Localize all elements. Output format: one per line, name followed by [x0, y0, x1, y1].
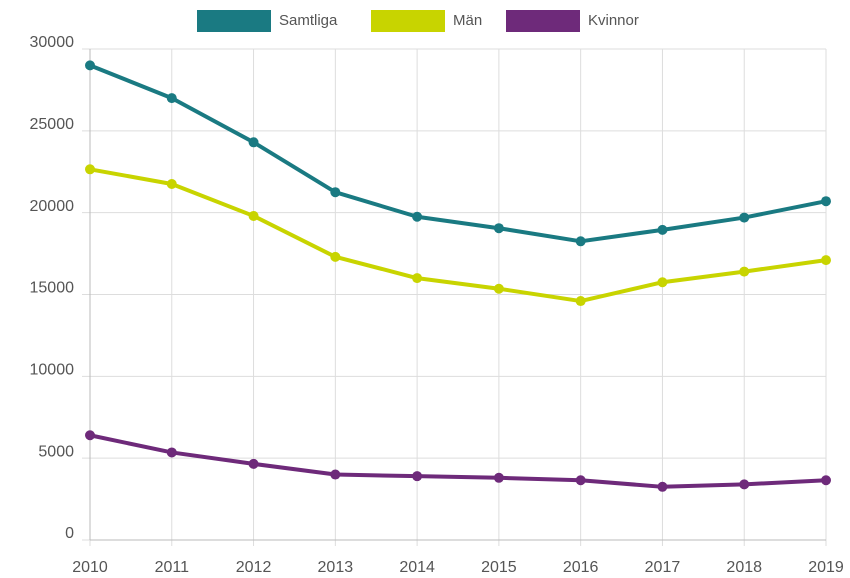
line-series	[89, 63, 827, 244]
x-tick-label: 2015	[481, 559, 517, 576]
y-tick-label: 25000	[30, 116, 75, 133]
x-tick-label: 2011	[155, 559, 190, 576]
data-point	[166, 447, 177, 458]
x-tick-label: 2019	[808, 559, 844, 576]
y-tick-label: 20000	[30, 198, 75, 215]
x-tick-label: 2010	[72, 559, 108, 576]
data-point	[166, 179, 177, 190]
data-point	[739, 212, 750, 223]
data-point	[821, 255, 831, 266]
legend-swatch	[197, 10, 271, 32]
data-point	[493, 283, 504, 294]
legend-label: Samtliga	[279, 12, 338, 29]
data-point	[412, 211, 423, 222]
y-tick-label: 10000	[30, 362, 75, 379]
y-tick-label: 15000	[30, 280, 75, 297]
data-point	[821, 475, 831, 486]
line-series	[89, 167, 827, 304]
y-tick-label: 30000	[30, 34, 75, 51]
data-point	[657, 277, 668, 288]
y-tick-label: 5000	[38, 443, 74, 460]
data-point	[248, 210, 259, 221]
data-point	[166, 93, 177, 104]
data-point	[739, 479, 750, 490]
legend-swatch	[371, 10, 445, 32]
legend-label: Män	[453, 12, 482, 29]
data-point	[575, 296, 586, 307]
data-point	[657, 481, 668, 492]
data-point	[248, 137, 259, 148]
data-point	[330, 469, 341, 480]
data-point	[739, 266, 750, 277]
data-point	[248, 458, 259, 469]
x-tick-label: 2017	[645, 559, 681, 576]
legend-swatch	[506, 10, 580, 32]
x-tick-label: 2018	[726, 559, 762, 576]
legend-label: Kvinnor	[588, 12, 639, 29]
data-point	[575, 475, 586, 486]
data-point	[330, 251, 341, 262]
x-tick-label: 2014	[399, 559, 435, 576]
data-point	[575, 236, 586, 247]
data-point	[85, 164, 95, 175]
data-point	[412, 273, 423, 284]
data-point	[657, 224, 668, 235]
x-tick-label: 2016	[563, 559, 599, 576]
data-point	[493, 223, 504, 234]
line-series	[89, 433, 827, 489]
x-tick-label: 2013	[318, 559, 354, 576]
data-point	[493, 472, 504, 483]
data-point	[821, 196, 831, 207]
data-point	[85, 430, 95, 441]
data-point	[412, 471, 423, 482]
data-point	[330, 187, 341, 198]
y-tick-label: 0	[65, 525, 74, 542]
data-point	[85, 60, 95, 71]
x-tick-label: 2012	[236, 559, 272, 576]
